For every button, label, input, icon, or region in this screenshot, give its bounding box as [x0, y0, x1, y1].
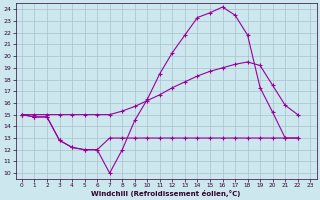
X-axis label: Windchill (Refroidissement éolien,°C): Windchill (Refroidissement éolien,°C) [92, 190, 241, 197]
